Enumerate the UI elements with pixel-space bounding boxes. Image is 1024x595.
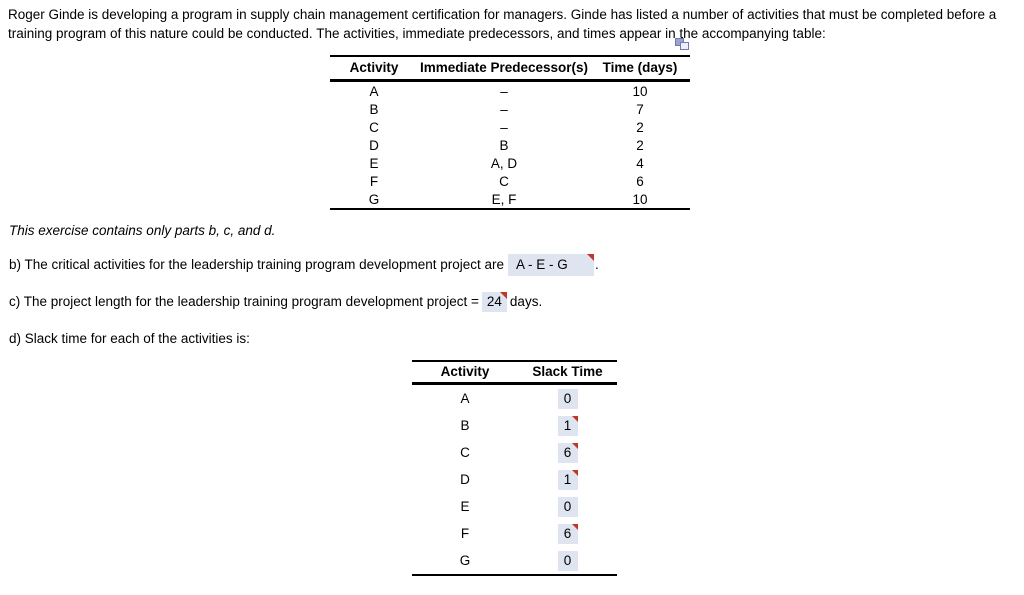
time-cell: 2	[636, 119, 644, 135]
table-row: D 1	[412, 466, 617, 493]
part-c-answer-value: 24	[486, 294, 502, 310]
slack-cell: 1	[518, 412, 617, 439]
slack-cell: 1	[518, 466, 617, 493]
slack-answer-field[interactable]: 0	[557, 388, 578, 409]
problem-statement-line1: Roger Ginde is developing a program in s…	[8, 7, 997, 22]
predecessor-cell: B	[499, 137, 509, 153]
part-b-answer-field[interactable]: A - E - G	[508, 254, 594, 277]
table-row: D B 2	[330, 136, 690, 154]
problem-statement-line2: training program of this nature could be…	[8, 26, 826, 41]
activity-cell: G	[330, 190, 418, 210]
table-row: C – 2	[330, 118, 690, 136]
slack-cell: 0	[518, 547, 617, 576]
predecessor-cell: –	[500, 83, 508, 99]
exercise-note: This exercise contains only parts b, c, …	[9, 223, 276, 238]
predecessor-cell: A, D	[490, 155, 518, 171]
activity-cell: E	[460, 499, 470, 514]
part-c-answer-field[interactable]: 24	[481, 292, 507, 313]
time-cell: 6	[636, 173, 644, 189]
predecessor-cell: –	[500, 101, 508, 117]
part-c-text: c) The project length for the leadership…	[9, 294, 479, 309]
slack-answer-field[interactable]: 1	[557, 415, 578, 436]
activity-table: Activity Immediate Predecessor(s) Time (…	[330, 55, 690, 210]
activity-column-header: Activity	[330, 55, 418, 82]
activity-cell: D	[369, 137, 379, 153]
slack-cell: 0	[518, 384, 617, 413]
activity-cell: B	[369, 101, 379, 117]
part-b-suffix: .	[595, 257, 599, 272]
time-cell: 10	[632, 83, 648, 99]
slack-activity-column-header: Activity	[412, 360, 518, 385]
slack-answer-field[interactable]: 0	[557, 550, 578, 571]
activity-cell: F	[460, 526, 470, 541]
table-row: F 6	[412, 520, 617, 547]
table-row: A – 10	[330, 81, 690, 101]
activity-cell: B	[460, 418, 470, 433]
part-b-line: b) The critical activities for the leade…	[9, 254, 599, 277]
slack-time-column-header: Slack Time	[518, 360, 617, 385]
table-row: B 1	[412, 412, 617, 439]
predecessor-cell: –	[500, 119, 508, 135]
activity-cell: G	[412, 547, 518, 576]
copy-table-icon[interactable]	[674, 37, 690, 51]
time-cell: 2	[636, 137, 644, 153]
activity-cell: A	[369, 83, 379, 99]
slack-answer-field[interactable]: 0	[557, 496, 578, 517]
predecessor-cell: E, F	[418, 190, 590, 210]
time-cell: 7	[636, 101, 644, 117]
activity-cell: E	[369, 155, 379, 171]
activity-cell: D	[460, 472, 470, 487]
slack-table: Activity Slack Time A 0 B 1 C 6 D 1 E	[412, 360, 617, 576]
table-row: E A, D 4	[330, 154, 690, 172]
slack-answer-field[interactable]: 1	[557, 469, 578, 490]
activity-table-header-row: Activity Immediate Predecessor(s) Time (…	[330, 55, 690, 82]
part-b-text: b) The critical activities for the leade…	[9, 257, 504, 272]
slack-answer-field[interactable]: 6	[557, 523, 578, 544]
activity-cell: C	[460, 445, 470, 460]
time-cell: 10	[590, 190, 690, 210]
table-row: C 6	[412, 439, 617, 466]
part-c-line: c) The project length for the leadership…	[9, 291, 542, 313]
slack-answer-field[interactable]: 6	[557, 442, 578, 463]
table-row: G 0	[412, 547, 617, 576]
slack-cell: 0	[518, 493, 617, 520]
activity-cell: A	[460, 391, 470, 406]
predecessor-cell: C	[499, 173, 509, 189]
slack-cell: 6	[518, 439, 617, 466]
table-row: F C 6	[330, 172, 690, 190]
part-c-suffix: days.	[509, 294, 543, 309]
part-b-answer-value: A - E - G	[516, 257, 568, 273]
table-row: A 0	[412, 384, 617, 413]
predecessor-column-header: Immediate Predecessor(s)	[418, 55, 590, 82]
slack-table-header-row: Activity Slack Time	[412, 360, 617, 385]
table-row: E 0	[412, 493, 617, 520]
activity-cell: F	[369, 173, 379, 189]
part-d-label: d) Slack time for each of the activities…	[9, 331, 250, 346]
time-cell: 4	[636, 155, 644, 171]
table-row: G E, F 10	[330, 190, 690, 210]
problem-statement: Roger Ginde is developing a program in s…	[8, 5, 996, 43]
time-column-header: Time (days)	[590, 55, 690, 82]
copy-icon-glyph	[675, 38, 689, 50]
table-row: B – 7	[330, 100, 690, 118]
activity-cell: C	[369, 119, 379, 135]
slack-cell: 6	[518, 520, 617, 547]
